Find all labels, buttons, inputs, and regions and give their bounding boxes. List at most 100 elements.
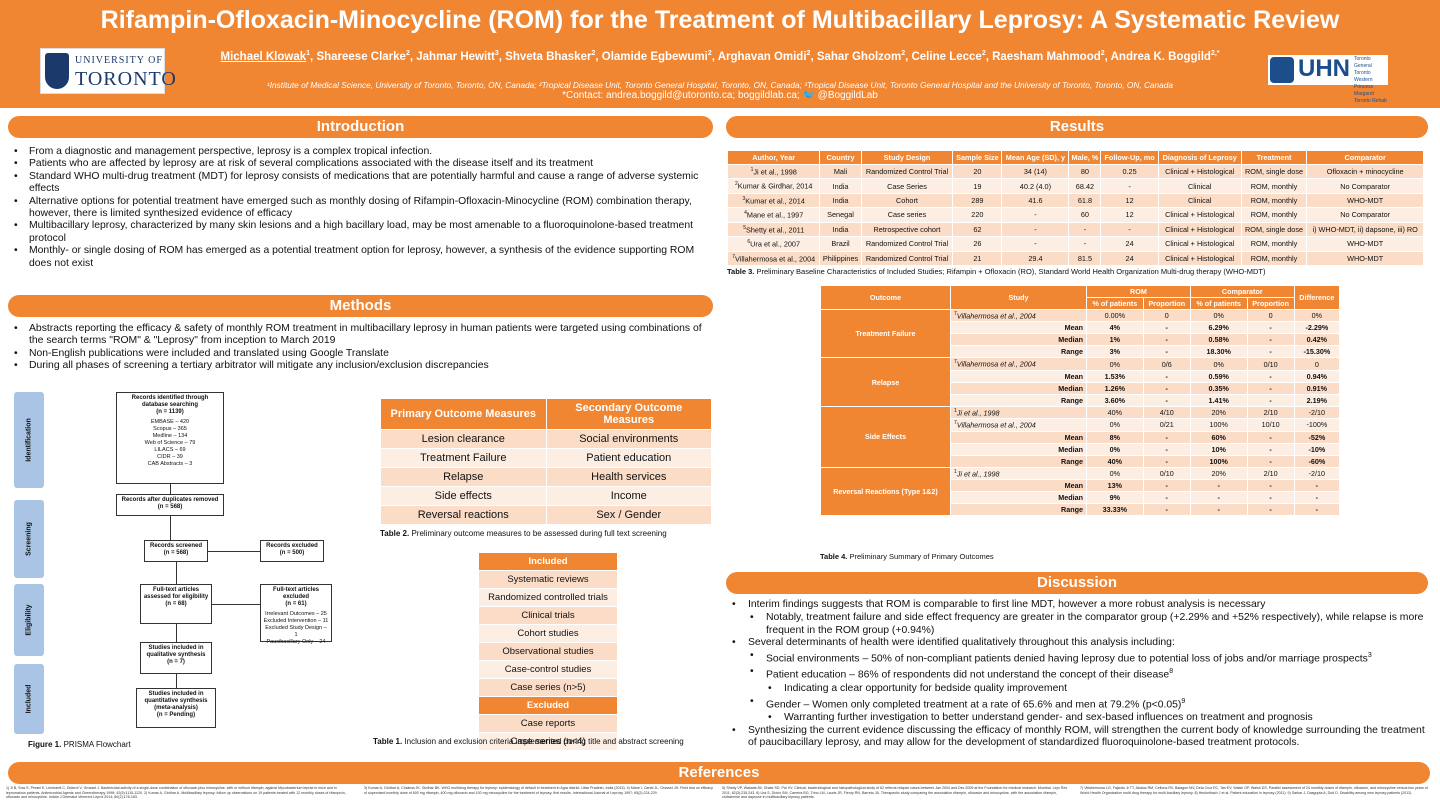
crest-icon [45, 53, 69, 89]
citation-mark: 7 [732, 253, 736, 260]
contact-line: *Contact: andrea.boggild@utoronto.ca; bo… [562, 90, 878, 101]
table-cell: Case series (n>5) [478, 678, 618, 697]
logo-line-2: TORONTO [75, 68, 177, 90]
table-cell: Retrospective cohort [860, 221, 954, 238]
discussion-bullet: Several determinants of health were iden… [730, 637, 1430, 650]
study-name: Ji et al., 1998 [956, 408, 1000, 418]
table-cell: Randomized Control Trial [860, 250, 954, 266]
bullet-text: Social environments – 50% of non-complia… [766, 653, 1368, 665]
table-cell: 2.19% [1293, 393, 1341, 407]
table-cell: 62 [952, 221, 1003, 238]
table-cell: 3.60% [1086, 393, 1144, 407]
citation-mark: 5 [743, 224, 746, 231]
table-cell: 12 [1100, 192, 1159, 209]
author-affiliation-mark: 2,* [1210, 50, 1220, 57]
summary-label: Range [950, 345, 1087, 359]
arrow [212, 604, 260, 605]
table-cell: 2/10 [1246, 405, 1295, 420]
table-cell: 40.2 (4.0) [1001, 178, 1070, 194]
table-cell: Clinical + Histological [1157, 163, 1242, 180]
study-cell: 7Villahermosa et al., 2004 [950, 418, 1087, 432]
author-name: Olamide Egbewumi [601, 50, 708, 63]
table-cell: - [1189, 478, 1248, 492]
table-cell: 10/10 [1246, 418, 1295, 432]
author-name: Andrea K. Boggild [1110, 50, 1211, 63]
table-cell: -10% [1293, 442, 1341, 456]
table-cell: Systematic reviews [478, 570, 618, 589]
table-cell: Observational studies [478, 642, 618, 661]
table-cell: 9% [1086, 490, 1144, 504]
table-cell: Relapse [380, 467, 547, 487]
table-row: 7Villahermosa et al., 2004 0% 0/21 100% 10/1… [821, 418, 1341, 432]
database-count: CAB Abstracts – 3 [147, 461, 193, 467]
table-cell: Lesion clearance [380, 429, 547, 449]
table-cell: 100% [1189, 454, 1248, 468]
table-header-cell: Author, Year [726, 150, 821, 165]
table-cell: 1.41% [1189, 393, 1248, 407]
table-cell: India [819, 192, 862, 209]
bullet-item: Patients who are affected by leprosy are… [12, 158, 712, 171]
table-cell: 12 [1100, 207, 1159, 223]
table-cell: 3% [1086, 345, 1144, 359]
author-name: Shareese Clarke [316, 50, 406, 63]
table-cell: 4% [1086, 321, 1144, 335]
author-affiliation-mark: 2 [1100, 50, 1105, 57]
bullet-text: Warranting further investigation to bett… [784, 711, 1313, 723]
table-cell: - [1142, 321, 1191, 335]
study-cell: 7Villahermosa et al., 2004 [950, 308, 1087, 323]
table-row: Range 3.60% -1.41% -2.19% [821, 393, 1341, 407]
table-cell: 220 [952, 207, 1003, 223]
table-cell: - [1246, 442, 1295, 456]
author-affiliation-mark: 3 [494, 50, 499, 57]
database-count: LILACS – 69 [154, 447, 186, 453]
study-name: Kumar & Girdhar, 2014 [737, 181, 813, 191]
table-cell: 0.00% [1086, 308, 1144, 323]
table-header-cell: Sample Size [952, 150, 1003, 165]
reference-column: 1) Ji B, Sow S, Perani E, Lienhardt C, D… [6, 786, 346, 800]
table-cell: 0 [1246, 308, 1295, 323]
affiliations: ¹Institute of Medical Science, Universit… [266, 80, 1174, 90]
discussion-bullet: Gender – Women only completed treatment … [730, 696, 1430, 712]
table-cell: 100% [1189, 418, 1248, 432]
table-cell: - [1142, 381, 1191, 395]
table-cell: 34 (14) [1001, 163, 1070, 180]
table-row: Case series (n>5) [478, 678, 618, 697]
table-cell: No Comparator [1306, 207, 1424, 223]
table-cell: 0.25 [1100, 163, 1159, 180]
table-cell: 0% [1189, 357, 1248, 371]
table-cell: 0.58% [1189, 333, 1248, 347]
study-name: Mane et al., 1997 [746, 210, 804, 220]
bullet-text: Several determinants of health were iden… [748, 637, 1175, 649]
table-cell: 68.42 [1068, 178, 1102, 194]
table-cell: 0.91% [1293, 381, 1341, 395]
t4-header-rom-prop: Proportion [1142, 297, 1191, 310]
table-1-caption: Table 1. Inclusion and exclusion criteri… [373, 737, 684, 746]
study-cell: 4Mane et al., 1997 [726, 207, 821, 223]
table-cell: India [819, 221, 862, 238]
table-cell: 0/21 [1142, 418, 1191, 432]
table-cell: -60% [1293, 454, 1341, 468]
study-name: Villahermosa et al., 2004 [956, 359, 1036, 369]
box-full-text-excluded: Full-text articles excluded (n = 61) Irr… [260, 584, 332, 645]
table-cell: 61.8 [1068, 192, 1102, 209]
table-cell: - [1246, 454, 1295, 468]
table-cell: - [1142, 393, 1191, 407]
uhn-hospital-name: Toronto General [1354, 56, 1372, 69]
table-row: Reversal Reactions (Type 1&2) 1Ji et al.,… [820, 466, 1341, 516]
citation-mark: 4 [744, 210, 747, 217]
table-4-primary-outcomes: Outcome Study ROM Comparator Difference … [820, 285, 1341, 516]
table-cell: 19 [952, 178, 1003, 194]
table-cell: ROM, monthly [1240, 250, 1308, 266]
logo-line-1: UNIVERSITY OF [75, 55, 163, 66]
table-cell: - [1246, 333, 1295, 347]
t4-header-difference: Difference [1293, 285, 1341, 310]
table-cell: - [1001, 236, 1070, 252]
table-1-inclusion-criteria: Included Systematic reviews Randomized con… [478, 552, 618, 751]
results-heading: Results [726, 116, 1428, 138]
table-row: Median 9% - - - - [821, 490, 1341, 504]
table-cell: - [1068, 236, 1102, 252]
table-cell: ROM, monthly [1240, 178, 1308, 194]
table-row: Median 1.26% -0.35% -0.91% [821, 381, 1341, 395]
table-row: 2Kumar & Girdhar, 2014 India Case Series 19… [726, 178, 1424, 194]
author-name: Michael Klowak [220, 50, 307, 63]
